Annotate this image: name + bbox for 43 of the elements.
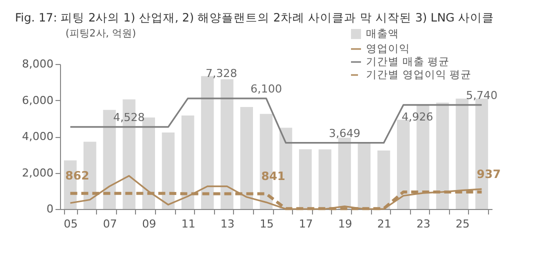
bar	[456, 98, 468, 209]
y-tick-label: 2,000	[22, 166, 54, 180]
x-tick-label: 13	[220, 218, 235, 230]
bar	[377, 150, 390, 209]
y-tick-label: 0	[46, 202, 54, 216]
bar	[318, 149, 332, 209]
bar	[181, 115, 194, 209]
x-tick-label: 21	[377, 218, 392, 230]
bar	[162, 132, 175, 209]
x-tick-label: 19	[338, 218, 352, 230]
legend-label: 매출액	[366, 28, 399, 40]
data-label: 7,328	[206, 67, 238, 80]
legend-label: 기간별 영업이익 평균	[366, 69, 472, 81]
x-tick-label: 23	[416, 218, 430, 230]
x-tick-label: 07	[102, 218, 117, 230]
data-label: 5,740	[466, 88, 498, 102]
bar	[220, 79, 234, 209]
data-label: 6,100	[250, 82, 282, 96]
bar	[338, 138, 351, 209]
data-label: 937	[476, 167, 501, 182]
bar	[240, 106, 253, 209]
x-tick-label: 17	[298, 218, 313, 230]
data-label: 4,926	[402, 110, 434, 124]
data-label: 4,528	[113, 110, 145, 124]
y-tick-label: 8,000	[22, 58, 54, 70]
data-label: 3,649	[328, 126, 360, 140]
chart-title: Fig. 17: 피팅 2사의 1) 산업재, 2) 해양플랜트의 2차례 사이클과 막 시작된 3) LNG 사이클	[15, 10, 494, 24]
y-tick-label: 6,000	[22, 94, 54, 107]
legend-label: 영업이익	[366, 43, 410, 55]
bar	[142, 117, 156, 209]
x-tick-label: 15	[260, 218, 274, 230]
y-tick-label: 4,000	[22, 130, 54, 143]
bar	[358, 143, 371, 209]
bar	[299, 149, 312, 209]
data-label: 841	[261, 168, 286, 183]
bar	[436, 102, 449, 209]
x-tick-label: 25	[456, 218, 470, 230]
x-tick-label: 09	[142, 218, 156, 230]
x-tick-label: 11	[181, 218, 196, 230]
x-tick-label: 05	[64, 218, 78, 230]
data-label: 862	[65, 168, 90, 182]
legend-label: 기간별 매출 평균	[366, 56, 450, 68]
y-axis-title: (피팅2사, 억원)	[66, 28, 136, 40]
